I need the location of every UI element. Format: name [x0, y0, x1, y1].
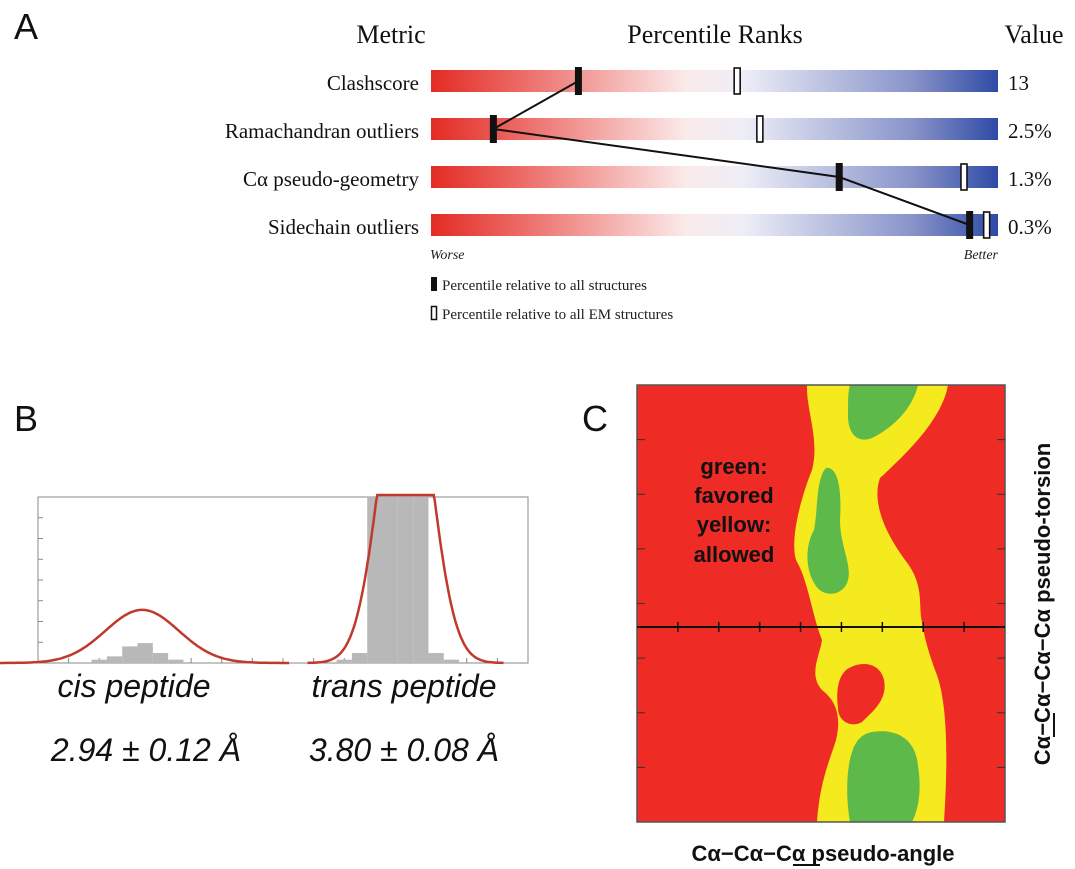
legend-favored-label: favored	[694, 483, 773, 508]
gaussian-fit-curve	[0, 608, 290, 665]
histogram-bar	[106, 656, 123, 663]
y-axis-title: Cα−Cα−Cα−Cα pseudo-torsion	[1030, 443, 1055, 765]
percentile-bar	[431, 70, 998, 92]
metric-value: 0.3%	[1008, 215, 1052, 239]
histogram-bar	[137, 643, 153, 663]
metric-value: 2.5%	[1008, 119, 1052, 143]
metric-value: 1.3%	[1008, 167, 1052, 191]
metric-header: Metric	[356, 20, 425, 49]
peptide-distance-histogram: cis peptide 2.94 ± 0.12 Å trans peptide …	[0, 493, 529, 768]
metric-label: Clashscore	[327, 71, 419, 95]
em-structures-marker	[733, 67, 741, 95]
legend-open-marker	[430, 305, 438, 321]
histogram-bar	[91, 659, 107, 663]
all-structures-marker	[574, 67, 582, 95]
legend-all-structures: Percentile relative to all structures	[442, 278, 647, 294]
disallowed-island	[837, 664, 885, 725]
em-structures-marker	[756, 115, 764, 143]
legend-green-label: green:	[700, 454, 767, 479]
em-structures-marker	[960, 163, 968, 191]
metric-label: Ramachandran outliers	[225, 119, 419, 143]
legend-yellow-label: yellow:	[697, 512, 772, 537]
percentile-chart: Metric Percentile Ranks Value Clashscore…	[225, 20, 1064, 323]
panel-label-c: C	[582, 398, 608, 439]
legend-em-structures: Percentile relative to all EM structures	[442, 307, 673, 323]
value-header: Value	[1004, 20, 1063, 49]
histogram-bar	[152, 653, 169, 663]
region-legend: green: favored yellow: allowed	[694, 454, 775, 567]
histogram-bar	[397, 497, 414, 663]
x-axis-title: Cα−Cα−Cα pseudo-angle	[691, 841, 954, 866]
worse-label: Worse	[430, 248, 465, 263]
legend-filled-marker	[431, 277, 437, 291]
panel-label-b: B	[14, 398, 39, 439]
all-structures-connector-line	[490, 80, 970, 226]
all-structures-marker	[835, 163, 843, 191]
histogram-bar	[168, 659, 184, 663]
all-structures-marker	[489, 115, 497, 143]
histogram-bar	[382, 497, 398, 663]
favored-region-bottom	[847, 731, 920, 822]
histogram-bar	[351, 653, 368, 663]
em-structures-marker	[982, 211, 991, 239]
favored-region-middle	[807, 467, 849, 594]
metric-label: Cα pseudo-geometry	[243, 167, 420, 191]
favored-region-top	[848, 385, 918, 440]
histogram-bar	[122, 646, 138, 663]
histogram-bar	[428, 653, 444, 663]
percentile-bar	[431, 214, 998, 236]
legend-allowed-label: allowed	[694, 542, 775, 567]
better-label: Better	[964, 248, 999, 263]
histogram-bar	[336, 659, 352, 663]
cis-peptide-label: cis peptide	[58, 668, 211, 704]
trans-peptide-distance: 3.80 ± 0.08 Å	[309, 732, 499, 768]
panel-label-a: A	[14, 6, 39, 47]
metric-value: 13	[1008, 71, 1029, 95]
all-structures-marker	[966, 211, 974, 239]
cis-peptide-distance: 2.94 ± 0.12 Å	[50, 732, 241, 768]
trans-peptide-label: trans peptide	[311, 668, 496, 704]
histogram-bar	[413, 497, 429, 663]
percentile-bar	[431, 118, 998, 140]
percentile-ranks-header: Percentile Ranks	[627, 20, 802, 49]
histogram-bar	[443, 659, 460, 663]
gaussian-fit-curve	[307, 493, 504, 665]
metric-label: Sidechain outliers	[268, 215, 419, 239]
